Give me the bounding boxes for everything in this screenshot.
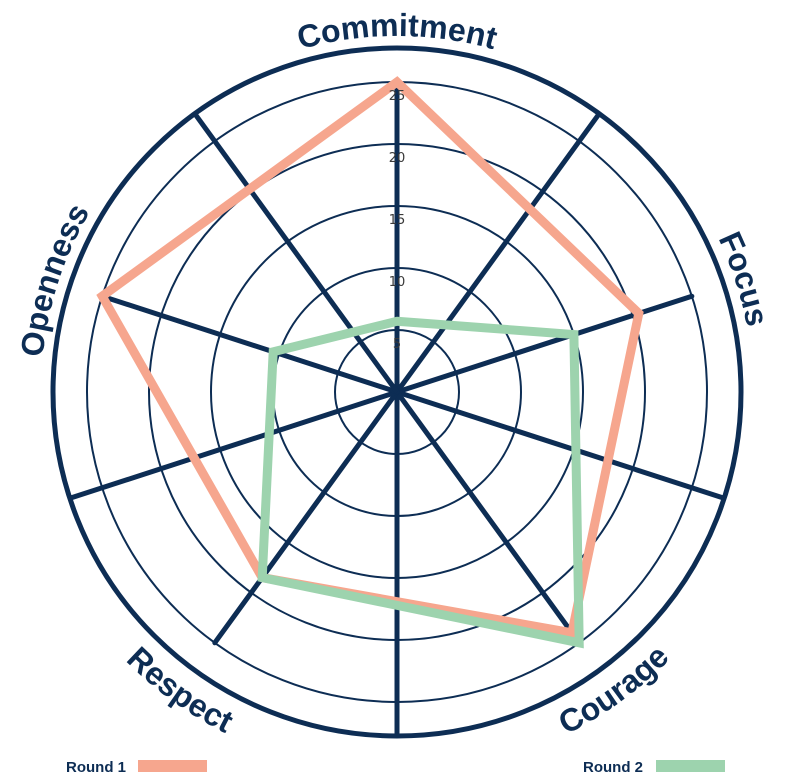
divider-spoke-4 [192,112,400,394]
axis-spoke-respect [212,389,400,646]
legend: Round 1 Round 2 [66,759,725,776]
divider-spoke-0 [394,112,602,394]
tick-label-20: 20 [389,151,406,166]
axis-spokes [69,79,725,736]
axis-spoke-focus [394,293,695,395]
series-layer [96,76,644,649]
axis-spoke-openness [99,293,400,395]
legend-label-round-1: Round 1 [66,759,126,776]
tick-labels: 5 10 15 20 25 [389,89,406,352]
tick-label-25: 25 [389,89,406,104]
divider-spoke-3 [69,389,398,501]
series-line-round-2 [257,316,584,649]
tick-label-5: 5 [393,337,401,352]
axis-label-openness: Openness [14,197,96,358]
axis-spoke-courage [394,389,582,646]
legend-swatch-round-1 [138,760,207,772]
divider-spoke-1 [396,389,725,501]
tick-label-15: 15 [389,213,406,228]
legend-swatch-round-2 [656,760,725,772]
legend-label-round-2: Round 2 [583,759,643,776]
tick-label-10: 10 [389,275,406,290]
